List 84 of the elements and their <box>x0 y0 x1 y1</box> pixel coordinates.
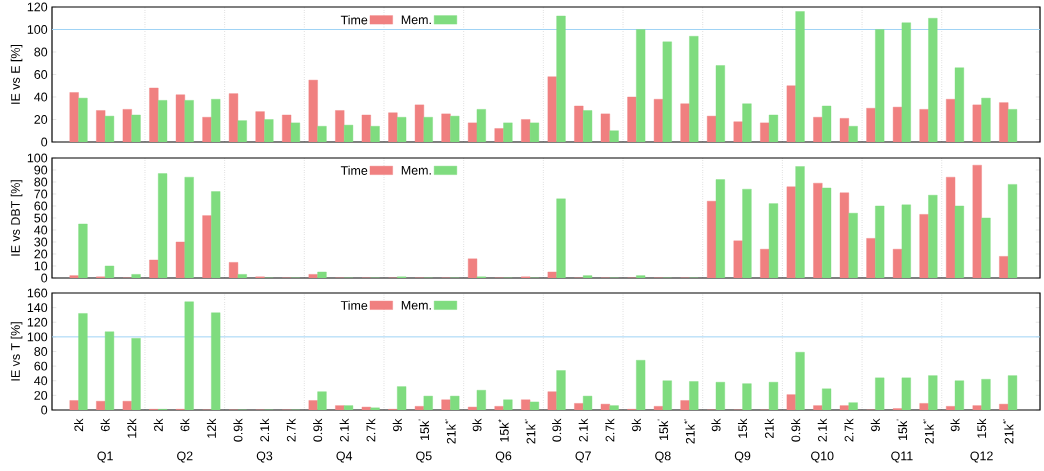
y-axis-title: IE vs DBT [%] <box>10 180 23 256</box>
x-tick-label: 9k <box>392 418 402 432</box>
y-tick-label: 20 <box>34 249 48 259</box>
x-tick-label: 21k <box>764 418 774 439</box>
y-tick-label: 90 <box>34 165 48 175</box>
text: Q8 <box>655 451 671 463</box>
x-tick-label: 15k$^{*}$ <box>498 419 509 442</box>
x-tick-label: 9k <box>631 418 641 432</box>
x-tick-label: 21k$^{*'}$ <box>684 419 695 444</box>
y-tick-label: 60 <box>34 361 48 371</box>
x-tick-label: 15k <box>977 418 987 438</box>
y-tick-label: 0 <box>41 405 48 415</box>
text: Q4 <box>336 451 353 463</box>
legend-label: Time <box>340 15 368 25</box>
legend-label: Mem. <box>401 300 431 310</box>
x-tick-label: 6k <box>100 418 110 432</box>
x-tick-label: 2.7k <box>605 418 615 442</box>
text: Q6 <box>495 451 512 463</box>
y-tick-label: 140 <box>27 303 48 313</box>
x-tick-label: 2.1k <box>578 418 588 442</box>
legend-label: Mem. <box>401 15 431 25</box>
y-tick-label: 80 <box>34 177 48 187</box>
x-tick-label: 12k <box>206 418 216 438</box>
y-tick-label: 10 <box>34 261 48 271</box>
text: Q5 <box>416 451 432 463</box>
text: Q9 <box>734 451 751 463</box>
x-tick-label: 21k$^{*'}$ <box>445 419 456 444</box>
y-tick-label: 40 <box>34 92 48 102</box>
text: Q2 <box>177 451 193 463</box>
x-tick-label: 21k$^{*'}$ <box>923 419 934 444</box>
y-tick-label: 0 <box>41 137 48 147</box>
x-tick-label: 2.7k <box>286 418 296 442</box>
y-tick-label: 80 <box>34 47 48 57</box>
legend-label: Time <box>340 300 368 310</box>
text: Q7 <box>575 451 591 463</box>
x-tick-label: 21k$^{*'}$ <box>1002 419 1014 444</box>
x-tick-label: 12k <box>127 418 137 438</box>
legend-label: Mem. <box>401 166 431 175</box>
x-tick-label: 9k <box>870 418 880 432</box>
y-tick-label: 20 <box>34 390 48 400</box>
y-tick-label: 40 <box>34 225 48 235</box>
y-axis-title: IE vs E [%] <box>10 44 23 104</box>
x-tick-label: 2.7k <box>844 418 854 442</box>
x-tick-label: 0.9k <box>552 418 562 442</box>
x-tick-label: 15k$^{'}$ <box>896 419 908 440</box>
text: Q3 <box>256 451 273 463</box>
y-axis-title: IE vs T [%] <box>10 322 23 381</box>
x-tick-label: 2.1k <box>817 418 827 442</box>
x-tick-label: 2k <box>74 418 84 432</box>
y-tick-label: 120 <box>27 2 48 12</box>
y-tick-label: 120 <box>27 317 48 327</box>
legend-label: Time <box>340 165 368 175</box>
x-tick-label: 15k <box>737 418 748 438</box>
text: Q1 <box>97 451 113 463</box>
y-tick-label: 50 <box>34 213 48 223</box>
y-tick-label: 70 <box>34 189 48 199</box>
x-tick-label: 0.9k <box>233 418 243 442</box>
x-tick-label: 9k <box>472 418 482 432</box>
y-tick-label: 160 <box>27 288 48 298</box>
x-tick-label: 9k <box>950 418 960 432</box>
text: Q11 <box>891 451 913 463</box>
x-tick-label: 2.1k <box>259 418 269 442</box>
x-tick-label: 2.7k <box>366 418 376 442</box>
x-tick-label: 0.9k <box>313 418 323 442</box>
x-tick-label: 2.1k <box>339 418 349 442</box>
y-tick-label: 100 <box>27 153 48 163</box>
x-tick-label: 0.9k <box>791 418 801 442</box>
y-tick-label: 0 <box>41 273 48 283</box>
y-tick-label: 20 <box>34 115 48 124</box>
x-tick-label: 15k$^{'}$ <box>657 419 669 440</box>
x-tick-label: 9k <box>711 418 721 432</box>
x-tick-label: 21k$^{*'}$ <box>524 419 536 444</box>
text: Q10 <box>811 451 834 463</box>
y-tick-label: 100 <box>27 332 48 342</box>
y-tick-label: 80 <box>34 347 48 356</box>
x-tick-label: 2k <box>153 418 163 432</box>
x-tick-label: 15k$^{'}$ <box>418 419 430 440</box>
y-tick-label: 60 <box>34 201 48 211</box>
y-tick-label: 30 <box>34 237 48 247</box>
y-tick-label: 100 <box>27 25 48 34</box>
y-tick-label: 60 <box>34 70 48 79</box>
x-tick-label: 6k <box>180 418 190 432</box>
text: Q12 <box>970 451 993 463</box>
y-tick-label: 40 <box>34 376 48 386</box>
